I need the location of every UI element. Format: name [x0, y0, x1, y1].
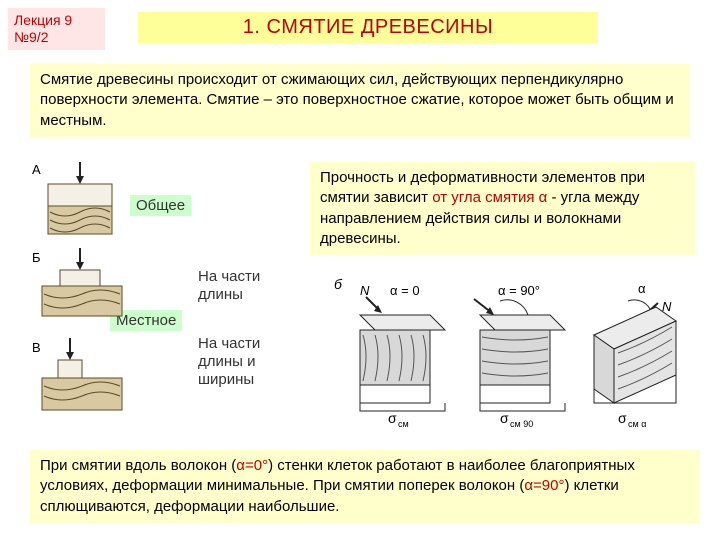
bottom-a0: α=0° [236, 457, 268, 474]
lecture-line2: №9/2 [14, 29, 48, 45]
right-diagram: б N α = 0 σ см α = 90° σ см 90 α N [330, 275, 690, 440]
right-note-accent: от угла смятия α [432, 189, 547, 206]
label-B: Б [32, 250, 41, 265]
sigma2s: см 90 [510, 419, 533, 429]
sigma1s: см [398, 419, 409, 429]
bottom-paragraph: При смятии вдоль волокон (α=0°) стенки к… [30, 450, 700, 523]
bottom-a90: α=90° [524, 477, 564, 494]
fig-a0: α = 0 [390, 283, 420, 298]
bottom-t1: При смятии вдоль волокон ( [40, 457, 236, 474]
page-title: 1. СМЯТИЕ ДРЕВЕСИНЫ [138, 12, 598, 43]
left-diagram: А Б В [30, 162, 190, 442]
label-V: В [32, 340, 41, 355]
fig-alpha: α [638, 281, 646, 296]
label-part-length-width: На части длины и ширины [198, 335, 293, 389]
intro-paragraph: Смятие древесины происходит от сжимающих… [30, 64, 690, 137]
lecture-tag: Лекция 9 №9/2 [8, 8, 105, 50]
fig-n1: N [360, 283, 370, 298]
sigma3: σ [618, 410, 627, 426]
right-note: Прочность и деформативности элементов пр… [310, 162, 695, 255]
lecture-line1: Лекция 9 [14, 12, 72, 28]
sigma2: σ [500, 410, 509, 426]
label-part-length: На части длины [198, 268, 288, 304]
label-b: б [334, 276, 343, 292]
sigma3s: см α [628, 419, 646, 429]
sigma1: σ [388, 410, 397, 426]
fig-a90: α = 90° [498, 283, 540, 298]
label-A: А [32, 162, 41, 177]
